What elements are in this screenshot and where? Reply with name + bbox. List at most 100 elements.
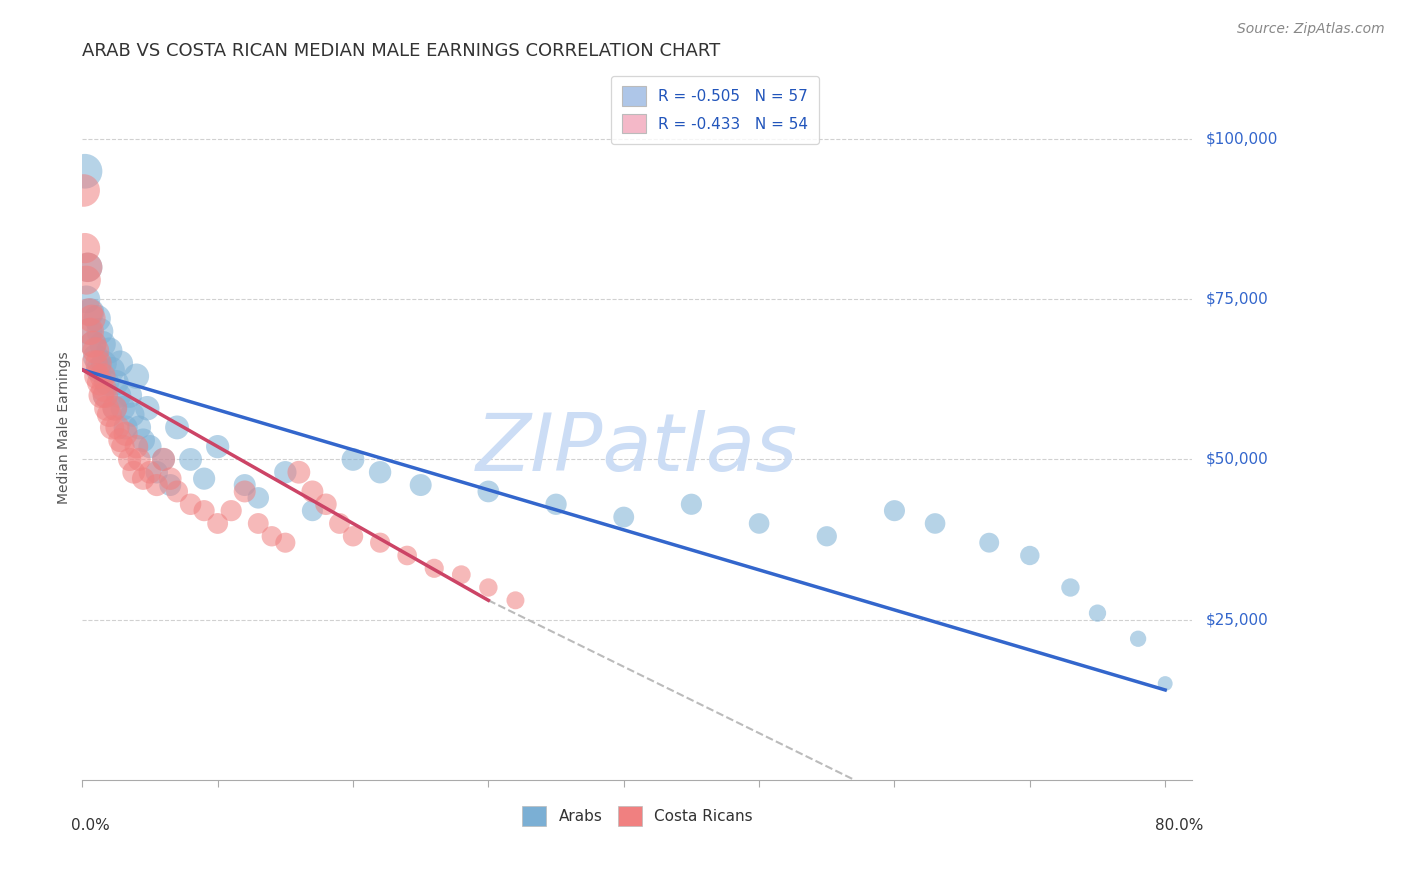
Text: 0.0%: 0.0% <box>72 818 110 833</box>
Point <box>681 497 703 511</box>
Point <box>87 363 110 377</box>
Point <box>193 472 215 486</box>
Point <box>274 535 297 549</box>
Point <box>145 465 167 479</box>
Point <box>108 434 131 448</box>
Point <box>86 311 108 326</box>
Point <box>477 581 499 595</box>
Point <box>91 337 114 351</box>
Point <box>96 376 118 390</box>
Point <box>423 561 446 575</box>
Point <box>207 440 229 454</box>
Point <box>125 369 148 384</box>
Point <box>73 164 96 178</box>
Point <box>101 420 124 434</box>
Point <box>87 356 110 370</box>
Point <box>233 478 256 492</box>
Text: ARAB VS COSTA RICAN MEDIAN MALE EARNINGS CORRELATION CHART: ARAB VS COSTA RICAN MEDIAN MALE EARNINGS… <box>83 42 720 60</box>
Point <box>128 420 150 434</box>
Point <box>118 452 141 467</box>
Point <box>274 465 297 479</box>
Point <box>76 260 98 275</box>
Point <box>315 497 337 511</box>
Point <box>82 337 104 351</box>
Point <box>77 305 100 319</box>
Point <box>121 408 143 422</box>
Text: $50,000: $50,000 <box>1206 452 1268 467</box>
Point <box>219 503 242 517</box>
Point <box>159 472 181 486</box>
Point <box>75 273 97 287</box>
Point <box>139 440 162 454</box>
Point <box>288 465 311 479</box>
Point <box>301 503 323 517</box>
Point <box>180 497 202 511</box>
Legend: Arabs, Costa Ricans: Arabs, Costa Ricans <box>516 800 759 832</box>
Point <box>260 529 283 543</box>
Point <box>84 343 107 358</box>
Point <box>152 452 174 467</box>
Point <box>89 324 111 338</box>
Point <box>84 350 107 364</box>
Point <box>82 337 104 351</box>
Text: ZIPatlas: ZIPatlas <box>477 409 799 488</box>
Point <box>76 260 98 275</box>
Point <box>368 535 391 549</box>
Point <box>75 293 97 307</box>
Point <box>90 388 112 402</box>
Point <box>91 369 114 384</box>
Point <box>108 388 131 402</box>
Point <box>122 465 145 479</box>
Text: Source: ZipAtlas.com: Source: ZipAtlas.com <box>1237 22 1385 37</box>
Point <box>924 516 946 531</box>
Point <box>108 356 131 370</box>
Text: 80.0%: 80.0% <box>1154 818 1204 833</box>
Point <box>477 484 499 499</box>
Text: $100,000: $100,000 <box>1206 132 1278 147</box>
Point <box>93 382 115 396</box>
Point <box>80 311 103 326</box>
Point <box>139 465 162 479</box>
Point <box>396 549 419 563</box>
Point <box>73 241 96 255</box>
Point <box>505 593 527 607</box>
Point <box>98 408 121 422</box>
Point <box>883 503 905 517</box>
Point <box>247 516 270 531</box>
Point <box>180 452 202 467</box>
Point <box>114 420 136 434</box>
Point <box>1126 632 1149 646</box>
Point <box>159 478 181 492</box>
Point <box>450 567 472 582</box>
Point <box>114 426 136 441</box>
Point <box>613 510 636 524</box>
Point <box>98 343 121 358</box>
Point <box>89 376 111 390</box>
Point <box>107 420 129 434</box>
Point <box>128 452 150 467</box>
Point <box>815 529 838 543</box>
Point <box>132 434 155 448</box>
Point <box>301 484 323 499</box>
Point <box>328 516 350 531</box>
Point <box>77 324 100 338</box>
Point <box>94 388 117 402</box>
Point <box>1059 581 1081 595</box>
Point <box>101 363 124 377</box>
Point <box>83 356 105 370</box>
Point <box>105 376 128 390</box>
Point <box>111 401 134 416</box>
Point <box>72 184 94 198</box>
Point <box>118 388 141 402</box>
Point <box>1087 606 1109 620</box>
Point <box>86 369 108 384</box>
Point <box>748 516 770 531</box>
Point <box>166 420 188 434</box>
Point <box>207 516 229 531</box>
Point <box>94 388 117 402</box>
Point <box>409 478 432 492</box>
Point <box>152 452 174 467</box>
Point <box>1154 676 1177 690</box>
Point <box>1018 549 1040 563</box>
Point <box>979 535 1001 549</box>
